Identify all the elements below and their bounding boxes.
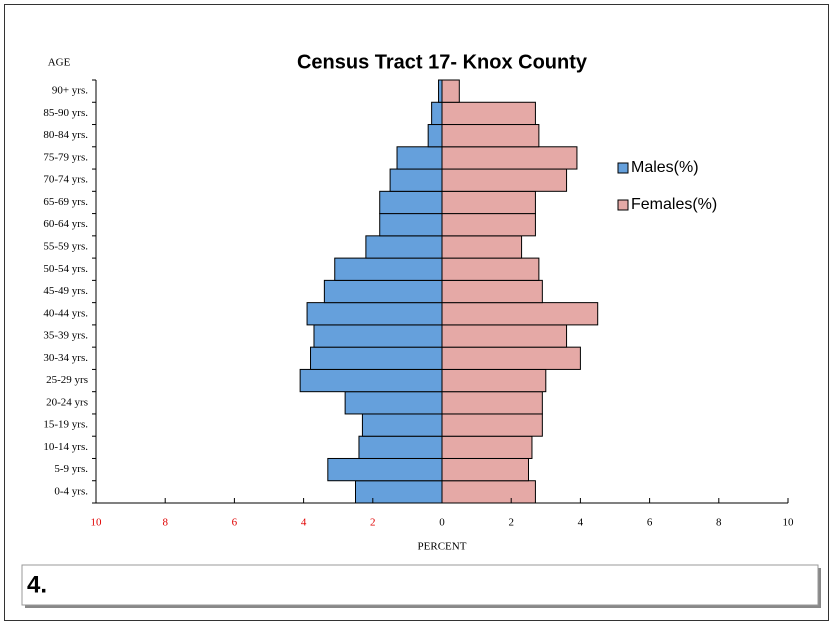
y-tick-label: 50-54 yrs. <box>43 263 88 275</box>
y-axis-label: AGE <box>48 57 71 69</box>
bar <box>365 235 443 259</box>
bar <box>299 368 443 393</box>
y-tick-label: 30-34 yrs. <box>43 352 88 364</box>
bar <box>441 257 540 281</box>
x-tick-label: 6 <box>232 517 238 529</box>
bar <box>344 391 443 415</box>
bar <box>441 146 578 170</box>
bar <box>306 302 443 326</box>
y-tick-label: 40-44 yrs. <box>43 307 88 319</box>
bar <box>441 391 543 415</box>
bar <box>441 413 543 437</box>
bar <box>396 146 443 170</box>
legend-swatch <box>617 162 629 174</box>
x-tick-label: 6 <box>647 517 653 529</box>
bar <box>438 79 443 103</box>
x-tick-label: 4 <box>578 517 584 529</box>
bar <box>313 324 443 348</box>
bar <box>441 457 529 482</box>
bar <box>323 279 443 304</box>
y-tick-label: 55-59 yrs. <box>43 241 88 253</box>
legend-swatch <box>617 199 629 211</box>
bar <box>389 168 443 192</box>
bar <box>441 435 533 459</box>
bar <box>441 324 568 348</box>
y-tick-label: 20-24 yrs <box>46 396 88 408</box>
bar <box>441 302 599 326</box>
x-tick-label: 4 <box>301 517 307 529</box>
x-tick-label: 8 <box>716 517 722 529</box>
y-tick-label: 25-29 yrs <box>46 374 88 386</box>
bar <box>379 213 443 237</box>
y-tick-label: 5-9 yrs. <box>54 463 88 475</box>
bar <box>441 101 536 126</box>
bar <box>361 413 443 437</box>
legend-label: Females(%) <box>631 196 717 213</box>
bar <box>441 368 547 393</box>
y-tick-label: 60-64 yrs. <box>43 218 88 230</box>
bar <box>310 346 443 370</box>
y-tick-label: 65-69 yrs. <box>43 196 88 208</box>
y-tick-label: 70-74 yrs. <box>43 174 88 186</box>
bar <box>441 279 543 304</box>
x-tick-label: 0 <box>439 517 445 529</box>
caption-box <box>21 564 819 606</box>
x-axis-label: PERCENT <box>418 541 467 553</box>
caption: 4. <box>27 571 47 598</box>
bar <box>427 124 443 148</box>
x-tick-label: 2 <box>508 517 514 529</box>
legend-label: Males(%) <box>631 159 699 176</box>
y-tick-label: 80-84 yrs. <box>43 129 88 141</box>
y-tick-label: 15-19 yrs. <box>43 419 88 431</box>
y-tick-label: 10-14 yrs. <box>43 441 88 453</box>
y-tick-label: 90+ yrs. <box>52 85 88 97</box>
frame <box>4 4 829 621</box>
bar <box>355 480 443 504</box>
y-tick-label: 85-90 yrs. <box>43 107 88 119</box>
y-tick-label: 35-39 yrs. <box>43 330 88 342</box>
bar <box>379 190 443 215</box>
bar <box>431 101 443 126</box>
bar <box>441 235 523 259</box>
x-tick-label: 10 <box>91 517 103 529</box>
bar <box>441 190 536 215</box>
x-tick-label: 10 <box>783 517 795 529</box>
bar <box>441 124 540 148</box>
y-tick-label: 75-79 yrs. <box>43 151 88 163</box>
bar <box>441 346 581 370</box>
bar <box>441 168 568 192</box>
chart-title: Census Tract 17- Knox County <box>297 51 588 73</box>
bar <box>358 435 443 459</box>
x-tick-label: 8 <box>162 517 168 529</box>
y-tick-label: 45-49 yrs. <box>43 285 88 297</box>
bar <box>334 257 443 281</box>
bar <box>441 213 536 237</box>
y-tick-label: 0-4 yrs. <box>54 485 88 497</box>
bar <box>441 480 536 504</box>
x-tick-label: 2 <box>370 517 376 529</box>
bar <box>441 79 460 103</box>
bar <box>327 457 443 482</box>
